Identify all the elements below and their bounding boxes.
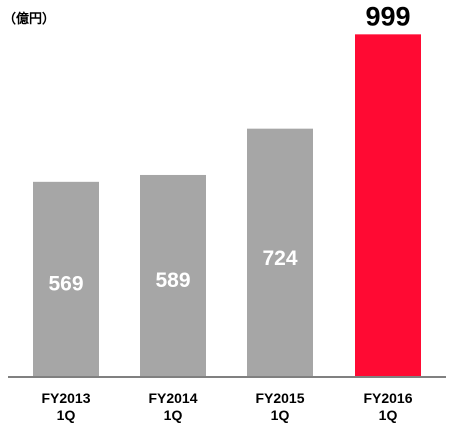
bar-fy2016 (355, 34, 421, 378)
x-tick-label-fy2015: FY2015 1Q (255, 390, 304, 423)
x-tick-label-fy2013: FY2013 1Q (41, 390, 90, 423)
bar-fy2013 (33, 181, 99, 377)
x-tick-labels: FY2013 1Q FY2014 1Q FY2015 1Q FY2016 1Q (41, 390, 412, 423)
value-label-fy2015: 724 (262, 247, 297, 270)
bar-fy2014 (140, 174, 206, 377)
value-label-fy2014: 589 (155, 269, 190, 292)
bar-fy2015 (247, 128, 313, 377)
x-tick-label-fy2014: FY2014 1Q (148, 390, 197, 423)
bars-group: 569 589 724 999 (33, 1, 421, 378)
x-tick-label-fy2016: FY2016 1Q (363, 390, 412, 423)
value-label-fy2016: 999 (365, 1, 410, 31)
value-label-fy2013: 569 (48, 272, 83, 295)
unit-label: （億円） (3, 11, 55, 27)
